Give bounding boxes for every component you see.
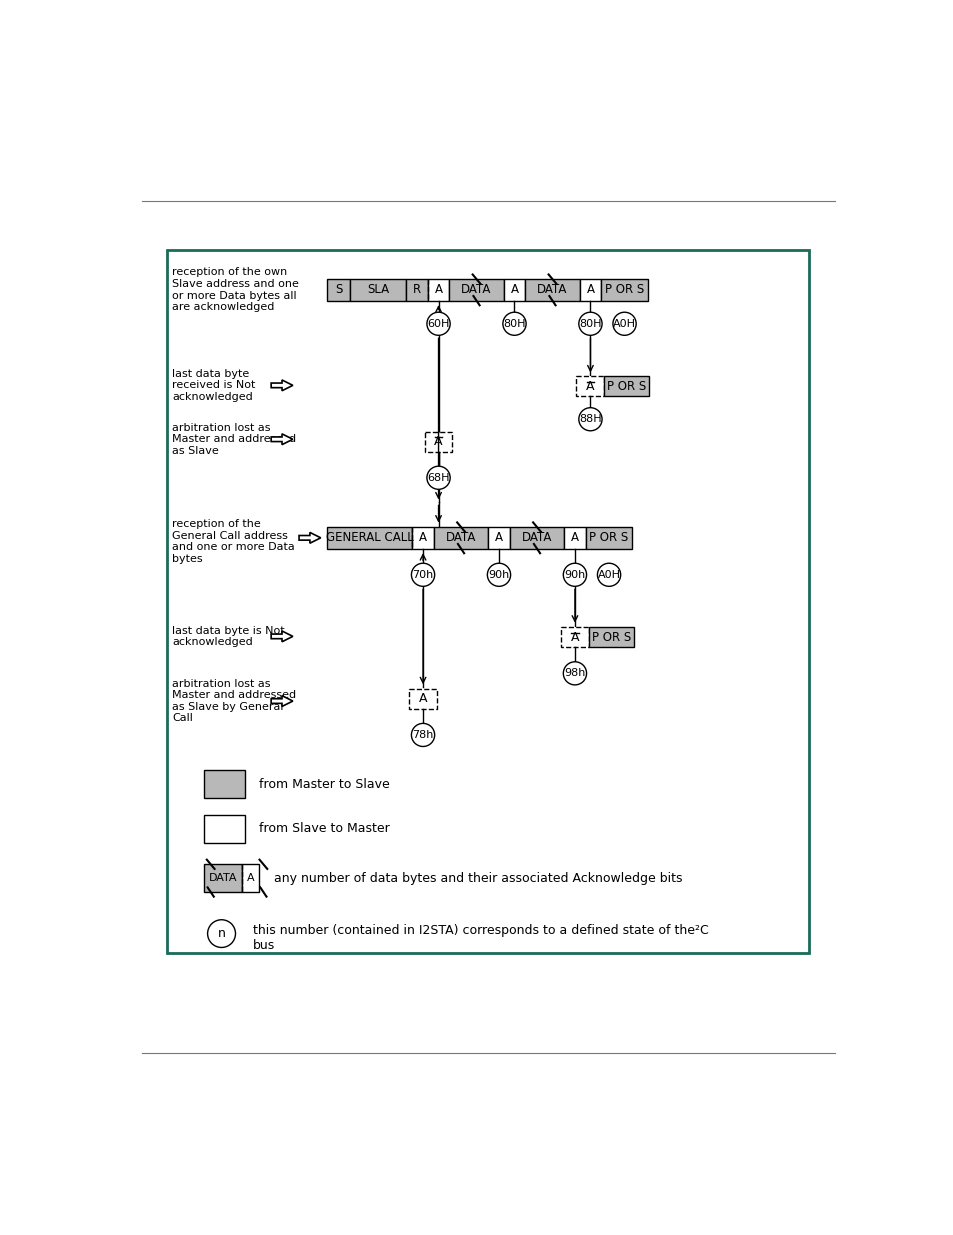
Text: A: A [495, 531, 502, 545]
Bar [204, 864, 241, 892]
Text: DATA: DATA [537, 283, 567, 296]
Bar [406, 279, 427, 300]
Text: n: n [217, 927, 225, 940]
Bar [525, 279, 579, 300]
Bar [241, 864, 258, 892]
Bar [488, 527, 509, 548]
Text: 88H: 88H [578, 414, 601, 425]
Text: A0H: A0H [613, 319, 636, 329]
Circle shape [208, 920, 235, 947]
Circle shape [597, 563, 620, 587]
Text: P OR S: P OR S [591, 631, 630, 643]
Polygon shape [271, 631, 293, 642]
Text: A: A [418, 693, 427, 705]
Bar [588, 627, 633, 647]
Text: A: A [570, 531, 578, 545]
Circle shape [411, 724, 435, 746]
Text: reception of the
General Call address
and one or more Data
bytes: reception of the General Call address an… [172, 519, 294, 564]
Bar [327, 279, 350, 300]
Polygon shape [271, 695, 293, 706]
Bar [560, 627, 588, 647]
Text: A0H: A0H [597, 569, 619, 579]
Text: A: A [570, 631, 578, 643]
Text: arbitration lost as
Master and addressed
as Slave: arbitration lost as Master and addressed… [172, 422, 295, 456]
Text: this number (contained in I2STA) corresponds to a defined state of the²C
bus: this number (contained in I2STA) corresp… [253, 924, 707, 952]
Bar [204, 771, 245, 798]
Text: P OR S: P OR S [589, 531, 628, 545]
Polygon shape [271, 380, 293, 390]
Circle shape [562, 662, 586, 685]
Text: DATA: DATA [445, 531, 476, 545]
Circle shape [578, 408, 601, 431]
Text: DATA: DATA [209, 873, 237, 883]
Text: 70h: 70h [412, 569, 434, 579]
Bar [434, 527, 488, 548]
Circle shape [487, 563, 510, 587]
Bar [585, 527, 632, 548]
Circle shape [612, 312, 636, 336]
Bar [576, 377, 604, 396]
Text: P OR S: P OR S [607, 379, 646, 393]
Circle shape [578, 312, 601, 336]
Text: P OR S: P OR S [604, 283, 643, 296]
Polygon shape [298, 532, 320, 543]
Bar [604, 377, 649, 396]
Text: SLA: SLA [367, 283, 389, 296]
Bar [449, 279, 503, 300]
Circle shape [427, 466, 450, 489]
Text: reception of the own
Slave address and one
or more Data bytes all
are acknowledg: reception of the own Slave address and o… [172, 268, 298, 312]
Text: any number of data bytes and their associated Acknowledge bits: any number of data bytes and their assoc… [274, 872, 682, 884]
Text: DATA: DATA [461, 283, 491, 296]
Text: A: A [510, 283, 518, 296]
Text: A: A [585, 379, 594, 393]
Circle shape [562, 563, 586, 587]
Circle shape [502, 312, 525, 336]
Text: 98h: 98h [563, 668, 585, 678]
Circle shape [427, 312, 450, 336]
Bar [409, 689, 436, 709]
Text: A: A [418, 531, 427, 545]
Text: last data byte
received is Not
acknowledged: last data byte received is Not acknowled… [172, 369, 255, 401]
Polygon shape [271, 433, 293, 445]
Text: 60H: 60H [427, 319, 449, 329]
Bar [600, 279, 647, 300]
Bar [509, 527, 563, 548]
Text: last data byte is Not
acknowledged: last data byte is Not acknowledged [172, 626, 284, 647]
Text: 78h: 78h [412, 730, 434, 740]
Text: A: A [246, 873, 253, 883]
Bar [427, 279, 449, 300]
Bar [167, 249, 808, 953]
Text: A: A [434, 435, 442, 448]
Bar [563, 527, 585, 548]
Bar [204, 815, 245, 842]
Text: 90h: 90h [488, 569, 509, 579]
Bar [327, 527, 412, 548]
Bar [579, 279, 600, 300]
Text: A: A [586, 283, 594, 296]
Text: S: S [335, 283, 342, 296]
Text: from Slave to Master: from Slave to Master [258, 823, 389, 835]
Bar [412, 527, 434, 548]
Bar [350, 279, 406, 300]
Bar [503, 279, 525, 300]
Text: GENERAL CALL: GENERAL CALL [325, 531, 413, 545]
Text: arbitration lost as
Master and addressed
as Slave by General
Call: arbitration lost as Master and addressed… [172, 679, 295, 724]
Text: A: A [435, 283, 442, 296]
Text: 90h: 90h [564, 569, 585, 579]
Text: from Master to Slave: from Master to Slave [258, 778, 389, 790]
Text: DATA: DATA [521, 531, 552, 545]
Bar [424, 431, 452, 452]
Text: R: R [413, 283, 420, 296]
Text: 80H: 80H [503, 319, 525, 329]
Text: 80H: 80H [578, 319, 601, 329]
Circle shape [411, 563, 435, 587]
Text: 68H: 68H [427, 473, 449, 483]
